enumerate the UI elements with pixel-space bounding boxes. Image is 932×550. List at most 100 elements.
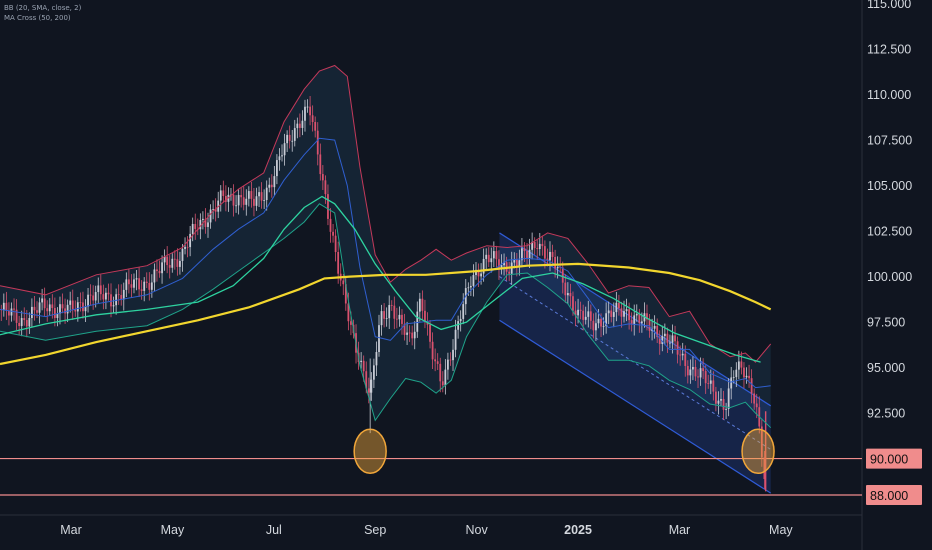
candle-body [253, 198, 255, 206]
candle-body [247, 191, 250, 199]
candle-body [140, 289, 143, 291]
candle-body [276, 160, 278, 177]
candle-body [163, 256, 166, 263]
candle-body [513, 259, 516, 263]
legend-bb[interactable]: BB (20, SMA, close, 2) [4, 4, 82, 12]
candle-body [661, 336, 664, 344]
candle-body [615, 302, 618, 313]
candle-body [508, 271, 511, 274]
y-tick-label: 100.000 [867, 270, 912, 284]
candle-body [424, 310, 426, 322]
candle-body [46, 308, 49, 312]
y-tick-label: 112.500 [867, 43, 911, 57]
y-tick-label: 110.000 [867, 88, 911, 102]
candle-body [258, 192, 260, 197]
candle-body [538, 243, 541, 250]
candle-body [523, 248, 526, 252]
candle-body [658, 337, 661, 344]
candle-body [495, 251, 498, 260]
candle-body [255, 196, 258, 206]
candle-body [224, 196, 227, 202]
candle-body [56, 313, 59, 319]
candle-body [327, 194, 329, 219]
candle-body [635, 314, 638, 316]
candle-body [454, 329, 457, 350]
candle-body [543, 246, 546, 259]
candle-body [498, 259, 500, 270]
candle-body [344, 284, 347, 304]
candle-body [184, 246, 186, 249]
candle-body [84, 306, 87, 312]
candle-body [735, 369, 738, 378]
highlight-circle-2 [741, 428, 775, 475]
candle-body [102, 294, 105, 300]
y-tick-label: 107.500 [867, 134, 912, 148]
candle-body [25, 320, 28, 327]
candle-body [388, 305, 391, 319]
candle-body [628, 309, 631, 321]
candle-body [477, 269, 480, 277]
candle-body [133, 279, 135, 288]
candle-body [59, 304, 61, 314]
support-label-text: 88.000 [870, 489, 908, 503]
candle-body [168, 265, 171, 268]
candle-body [270, 184, 273, 188]
candle-body [441, 381, 444, 386]
candle-body [411, 332, 414, 339]
candle-body [413, 331, 416, 339]
candle-body [61, 304, 64, 309]
legend-ma-cross[interactable]: MA Cross (50, 200) [4, 14, 71, 22]
candle-body [584, 316, 587, 320]
support-label-text: 90.000 [870, 453, 908, 467]
candle-body [347, 303, 350, 322]
candle-body [107, 292, 110, 295]
candle-body [209, 209, 212, 223]
candle-body [679, 354, 682, 356]
candle-body [533, 242, 536, 249]
candle-body [564, 282, 567, 296]
candle-body [64, 308, 66, 314]
support-label-box [866, 484, 922, 505]
candle-body [179, 260, 181, 267]
candle-body [625, 309, 628, 312]
bb-basis-line [0, 137, 771, 389]
candle-body [416, 311, 419, 332]
candle-body [273, 176, 276, 188]
candle-body [600, 318, 602, 327]
candle-body [452, 349, 454, 361]
candle-body [692, 366, 694, 370]
x-tick-label: Nov [466, 523, 489, 537]
candle-body [745, 375, 748, 378]
candle-body [260, 192, 263, 201]
candle-body [459, 318, 462, 322]
candle-body [291, 140, 294, 142]
candle-body [329, 218, 332, 232]
candle-body [697, 376, 699, 378]
candle-body [250, 191, 253, 199]
x-tick-label: Mar [60, 523, 82, 537]
candle-body [740, 361, 743, 368]
candle-body [15, 309, 18, 323]
candle-body [531, 242, 534, 250]
candle-body [214, 209, 217, 212]
candle-body [138, 278, 140, 290]
candle-body [390, 305, 393, 306]
candle-body [367, 388, 370, 393]
candle-body [306, 106, 309, 108]
candle-body [150, 282, 153, 290]
candle-body [681, 353, 684, 356]
candle-body [403, 323, 406, 335]
candle-body [605, 313, 608, 326]
candle-body [232, 194, 235, 206]
candle-body [171, 258, 174, 268]
candle-body [304, 106, 306, 121]
y-tick-label: 97.500 [867, 316, 905, 330]
candle-body [595, 323, 597, 331]
candle-body [439, 363, 442, 382]
candle-body [8, 310, 10, 316]
candle-body [385, 318, 388, 320]
candle-body [245, 198, 248, 205]
candle-body [686, 366, 689, 376]
